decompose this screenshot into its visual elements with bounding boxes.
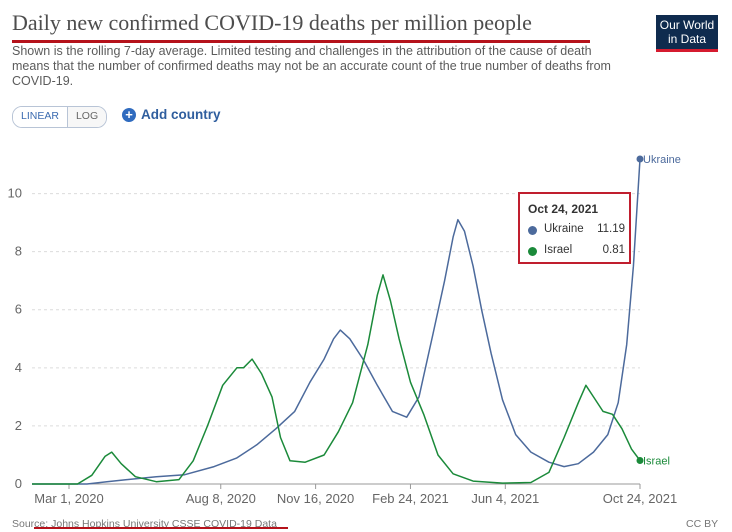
series-end-point xyxy=(636,155,644,163)
tooltip-series-name: Ukraine xyxy=(544,223,584,235)
tooltip-row-israel: Israel 0.81 xyxy=(528,244,625,260)
series-end-labels: Ukraine Israel xyxy=(643,154,681,467)
title-annotation-underline xyxy=(12,40,590,43)
log-scale-button[interactable]: LOG xyxy=(67,107,107,127)
chart-subtitle: Shown is the rolling 7-day average. Limi… xyxy=(12,44,611,88)
series-lines xyxy=(32,155,644,485)
tooltip-row-ukraine: Ukraine 11.19 xyxy=(528,223,625,239)
y-tick-label: 0 xyxy=(15,476,22,491)
logo-accent-bar xyxy=(656,49,718,52)
tooltip-series-value: 0.81 xyxy=(602,244,625,256)
scale-toggle: LINEAR LOG xyxy=(12,106,108,128)
y-tick-label: 8 xyxy=(15,244,22,259)
y-axis-tick-labels: 0 2 4 6 8 10 xyxy=(8,186,22,491)
chart-title: Daily new confirmed COVID-19 deaths per … xyxy=(12,10,532,35)
series-end-point xyxy=(636,456,644,464)
tooltip-series-value: 11.19 xyxy=(597,223,625,235)
x-tick-label: Feb 24, 2021 xyxy=(372,491,449,506)
logo-line-2: in Data xyxy=(667,32,707,46)
x-tick-label: Oct 24, 2021 xyxy=(603,491,677,506)
x-tick-label: Jun 4, 2021 xyxy=(471,491,539,506)
tooltip-date: Oct 24, 2021 xyxy=(528,202,599,216)
tooltip-series-name: Israel xyxy=(544,244,573,256)
license-link[interactable]: CC BY xyxy=(686,518,719,530)
x-tick-label: Mar 1, 2020 xyxy=(34,491,103,506)
add-country-button[interactable]: + Add country xyxy=(122,107,221,122)
owid-logo[interactable]: Our World in Data xyxy=(656,15,718,51)
x-tick-label: Nov 16, 2020 xyxy=(277,491,354,506)
y-tick-label: 2 xyxy=(15,418,22,433)
plus-icon: + xyxy=(122,107,136,122)
linear-scale-button[interactable]: LINEAR xyxy=(13,107,68,127)
y-tick-label: 4 xyxy=(15,360,22,375)
series-end-label: Israel xyxy=(643,455,670,467)
y-tick-label: 6 xyxy=(15,302,22,317)
ukraine-dot-icon xyxy=(528,226,537,235)
israel-dot-icon xyxy=(528,247,537,256)
x-tick-label: Aug 8, 2020 xyxy=(186,491,256,506)
y-tick-label: 10 xyxy=(8,186,22,201)
series-line-israel xyxy=(32,274,641,485)
source-annotation-underline xyxy=(34,527,288,529)
series-end-label: Ukraine xyxy=(643,154,681,166)
series-line-ukraine xyxy=(32,158,641,485)
hover-tooltip: Oct 24, 2021 Ukraine 11.19 Israel 0.81 xyxy=(518,192,631,264)
logo-line-1: Our World xyxy=(659,18,715,32)
add-country-label: Add country xyxy=(141,107,221,122)
x-axis: Mar 1, 2020 Aug 8, 2020 Nov 16, 2020 Feb 24… xyxy=(32,483,677,506)
